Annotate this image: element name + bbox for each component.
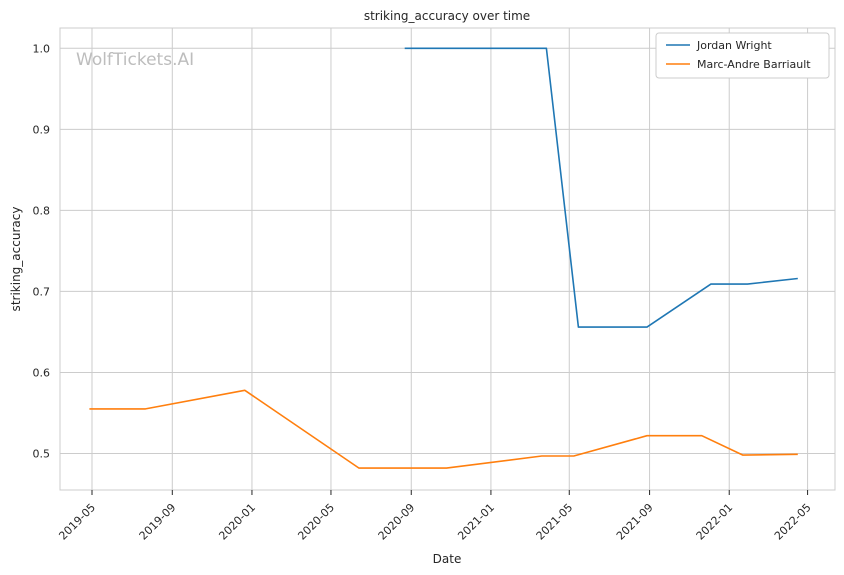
x-tick-label: 2022-01 <box>694 501 736 543</box>
y-tick-label: 1.0 <box>33 42 51 55</box>
legend-label: Jordan Wright <box>696 39 772 52</box>
y-axis-label: striking_accuracy <box>9 207 23 312</box>
legend-label: Marc-Andre Barriault <box>697 58 811 71</box>
x-tick-label: 2022-05 <box>772 501 814 543</box>
y-tick-label: 0.5 <box>33 448 51 461</box>
y-tick-label: 0.6 <box>33 366 51 379</box>
y-axis: 0.5 0.6 0.7 0.8 0.9 1.0 <box>33 42 51 460</box>
grid <box>60 28 835 490</box>
x-tick-label: 2019-05 <box>56 501 98 543</box>
series-layer <box>89 47 798 469</box>
x-tick-label: 2020-01 <box>216 501 258 543</box>
plot-frame <box>59 27 836 491</box>
y-tick-label: 0.9 <box>33 123 51 136</box>
legend-box <box>655 32 830 79</box>
chart-title: striking_accuracy over time <box>364 9 530 23</box>
x-tick-label: 2021-01 <box>455 501 497 543</box>
x-axis: 2019-05 2019-09 2020-01 2020-05 2020-09 2021-… <box>56 490 814 543</box>
x-tick-label: 2020-05 <box>295 501 337 543</box>
x-axis-label: Date <box>433 552 462 566</box>
x-tick-label: 2021-09 <box>614 501 656 543</box>
legend: Jordan Wright Marc-Andre Barriault <box>655 32 830 79</box>
watermark: WolfTickets.AI <box>76 50 194 70</box>
y-tick-label: 0.8 <box>33 204 51 217</box>
x-tick-label: 2020-09 <box>376 501 418 543</box>
y-tick-label: 0.7 <box>33 285 51 298</box>
x-tick-label: 2021-05 <box>534 501 576 543</box>
x-tick-label: 2019-09 <box>137 501 179 543</box>
series-line-1 <box>89 389 798 469</box>
series-line-0 <box>404 47 798 328</box>
